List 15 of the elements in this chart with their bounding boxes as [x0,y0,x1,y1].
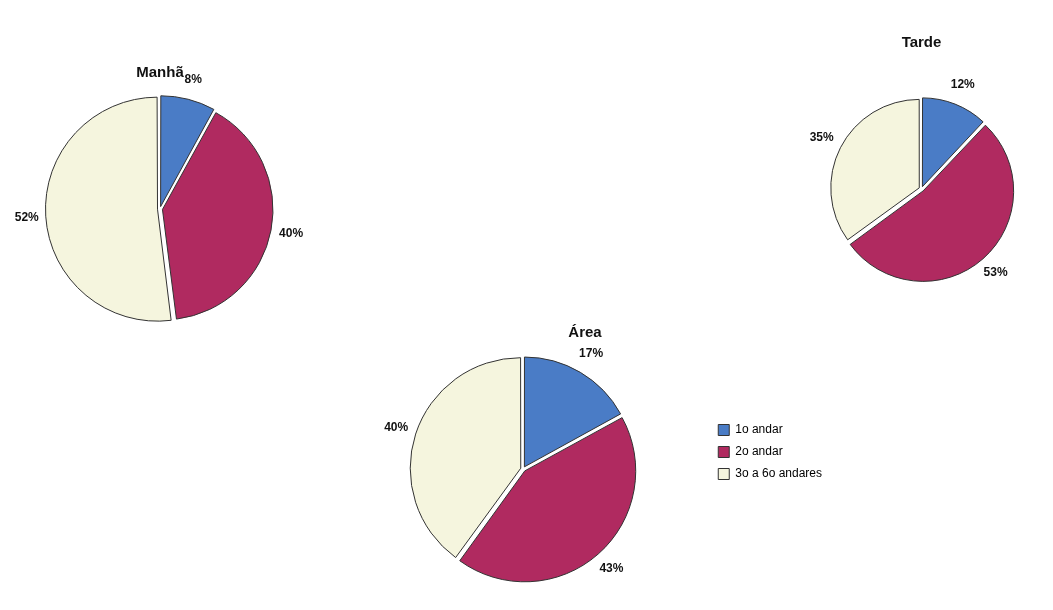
slice-label: Manhã [136,63,185,81]
data-label: 17% [579,346,604,361]
legend-label: 2o andar [735,444,783,459]
legend-label: 3o a 6o andares [735,466,823,481]
slice-label: Tarde [901,33,942,51]
slice-label: Área [568,323,603,341]
data-label: 43% [599,561,624,576]
legend-label: 1o andar [735,422,783,437]
data-label: 40% [279,226,304,241]
data-label: 52% [14,209,40,224]
data-label: 12% [950,77,976,92]
data-label: 53% [983,265,1008,280]
data-label: 8% [184,72,203,87]
data-label: 35% [809,130,835,145]
data-label: 40% [384,420,409,435]
